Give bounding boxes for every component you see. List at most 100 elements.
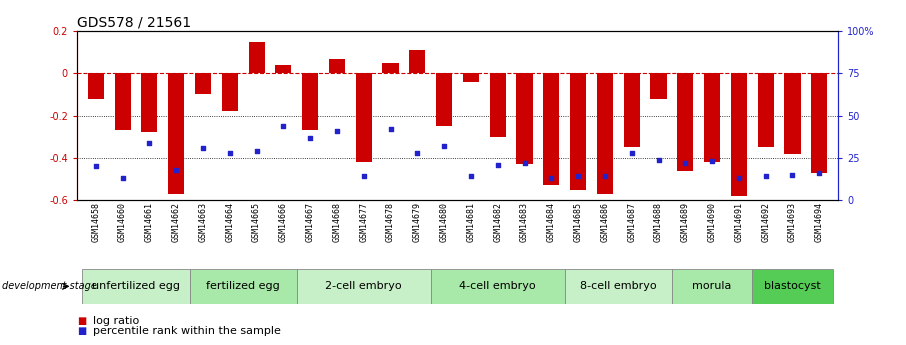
Bar: [275, 65, 292, 73]
Point: [303, 135, 317, 140]
Point: [624, 150, 639, 156]
Point: [169, 167, 183, 172]
Bar: [222, 73, 237, 111]
Bar: [382, 63, 399, 73]
Bar: [195, 73, 211, 95]
Bar: [430, 269, 564, 304]
Point: [490, 162, 505, 167]
Bar: [672, 269, 752, 304]
Text: morula: morula: [692, 282, 732, 291]
Point: [545, 175, 559, 181]
Point: [732, 175, 747, 181]
Point: [437, 143, 451, 149]
Point: [115, 175, 130, 181]
Text: GSM14679: GSM14679: [413, 201, 422, 242]
Text: log ratio: log ratio: [93, 316, 140, 326]
Text: GSM14663: GSM14663: [198, 201, 207, 242]
Text: GSM14692: GSM14692: [761, 201, 770, 242]
Text: GSM14691: GSM14691: [735, 201, 744, 242]
Text: GSM14664: GSM14664: [226, 201, 235, 242]
Bar: [329, 59, 345, 73]
Point: [89, 164, 103, 169]
Bar: [544, 73, 559, 185]
Bar: [356, 73, 371, 162]
Text: GSM14667: GSM14667: [305, 201, 314, 242]
Bar: [570, 73, 586, 189]
Bar: [169, 73, 184, 194]
Point: [812, 170, 826, 176]
Bar: [248, 42, 265, 73]
Bar: [436, 73, 452, 126]
Text: GSM14680: GSM14680: [439, 201, 448, 242]
Bar: [297, 269, 430, 304]
Text: 8-cell embryo: 8-cell embryo: [580, 282, 657, 291]
Text: 4-cell embryo: 4-cell embryo: [459, 282, 536, 291]
Text: blastocyst: blastocyst: [764, 282, 821, 291]
Text: fertilized egg: fertilized egg: [207, 282, 280, 291]
Bar: [88, 73, 104, 99]
Text: GSM14661: GSM14661: [145, 201, 154, 242]
Point: [598, 174, 612, 179]
Point: [276, 123, 291, 128]
Text: GSM14666: GSM14666: [279, 201, 288, 242]
Point: [786, 172, 800, 177]
Text: GSM14683: GSM14683: [520, 201, 529, 242]
Point: [383, 126, 398, 132]
Bar: [463, 73, 479, 82]
Text: GSM14665: GSM14665: [252, 201, 261, 242]
Text: ■: ■: [77, 316, 86, 326]
Bar: [82, 269, 189, 304]
Point: [464, 174, 478, 179]
Point: [196, 145, 210, 150]
Point: [356, 174, 371, 179]
Bar: [516, 73, 533, 164]
Text: GSM14694: GSM14694: [814, 201, 824, 242]
Text: GSM14689: GSM14689: [680, 201, 689, 242]
Text: GSM14687: GSM14687: [627, 201, 636, 242]
Text: 2-cell embryo: 2-cell embryo: [325, 282, 402, 291]
Bar: [302, 73, 318, 130]
Text: GSM14693: GSM14693: [788, 201, 797, 242]
Text: GSM14660: GSM14660: [118, 201, 127, 242]
Text: GSM14688: GSM14688: [654, 201, 663, 242]
Point: [571, 174, 585, 179]
Bar: [752, 269, 833, 304]
Point: [410, 150, 425, 156]
Text: ■: ■: [77, 326, 86, 336]
Text: GSM14677: GSM14677: [360, 201, 368, 242]
Bar: [114, 73, 130, 130]
Point: [142, 140, 157, 145]
Point: [678, 160, 692, 166]
Text: GSM14684: GSM14684: [547, 201, 555, 242]
Text: GSM14686: GSM14686: [601, 201, 610, 242]
Text: GSM14662: GSM14662: [171, 201, 180, 242]
Bar: [651, 73, 667, 99]
Point: [758, 174, 773, 179]
Text: GSM14668: GSM14668: [333, 201, 342, 242]
Text: unfertilized egg: unfertilized egg: [92, 282, 180, 291]
Text: GSM14678: GSM14678: [386, 201, 395, 242]
Bar: [704, 73, 720, 162]
Text: GSM14690: GSM14690: [708, 201, 717, 242]
Text: GSM14681: GSM14681: [467, 201, 476, 242]
Point: [705, 158, 719, 164]
Bar: [189, 269, 297, 304]
Point: [330, 128, 344, 134]
Point: [249, 148, 264, 154]
Bar: [141, 73, 158, 132]
Bar: [811, 73, 827, 172]
Bar: [757, 73, 774, 147]
Bar: [597, 73, 613, 194]
Point: [517, 160, 532, 166]
Text: percentile rank within the sample: percentile rank within the sample: [93, 326, 281, 336]
Bar: [623, 73, 640, 147]
Text: GSM14658: GSM14658: [92, 201, 101, 242]
Bar: [731, 73, 747, 196]
Bar: [678, 73, 693, 170]
Text: development stage: development stage: [2, 282, 97, 291]
Bar: [785, 73, 801, 154]
Bar: [489, 73, 506, 137]
Text: GSM14682: GSM14682: [493, 201, 502, 242]
Bar: [410, 50, 426, 73]
Point: [223, 150, 237, 156]
